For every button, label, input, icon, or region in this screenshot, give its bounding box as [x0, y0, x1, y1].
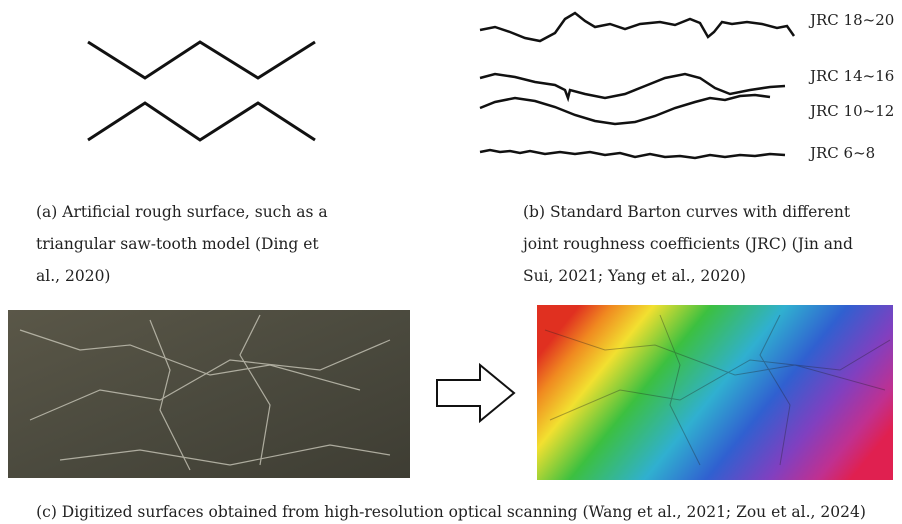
rock-photo	[8, 310, 410, 478]
caption: (b) Standard Barton curves with differen…	[523, 196, 873, 292]
caption: (a) Artificial rough surface, such as a …	[36, 196, 346, 292]
jrc-label: JRC 14~16	[808, 67, 894, 85]
caption: (c) Digitized surfaces obtained from hig…	[0, 496, 902, 524]
barton-curves	[480, 13, 794, 158]
jrc-label: JRC 18~20	[808, 11, 894, 29]
arrow	[437, 365, 514, 421]
saw-tooth	[88, 42, 315, 140]
figure: JRC 18~20 JRC 14~16 JRC 10~12 JRC 6~8 (a…	[0, 0, 902, 524]
scan-image	[537, 305, 893, 480]
jrc-label: JRC 6~8	[808, 144, 875, 162]
jrc-label: JRC 10~12	[808, 102, 894, 120]
